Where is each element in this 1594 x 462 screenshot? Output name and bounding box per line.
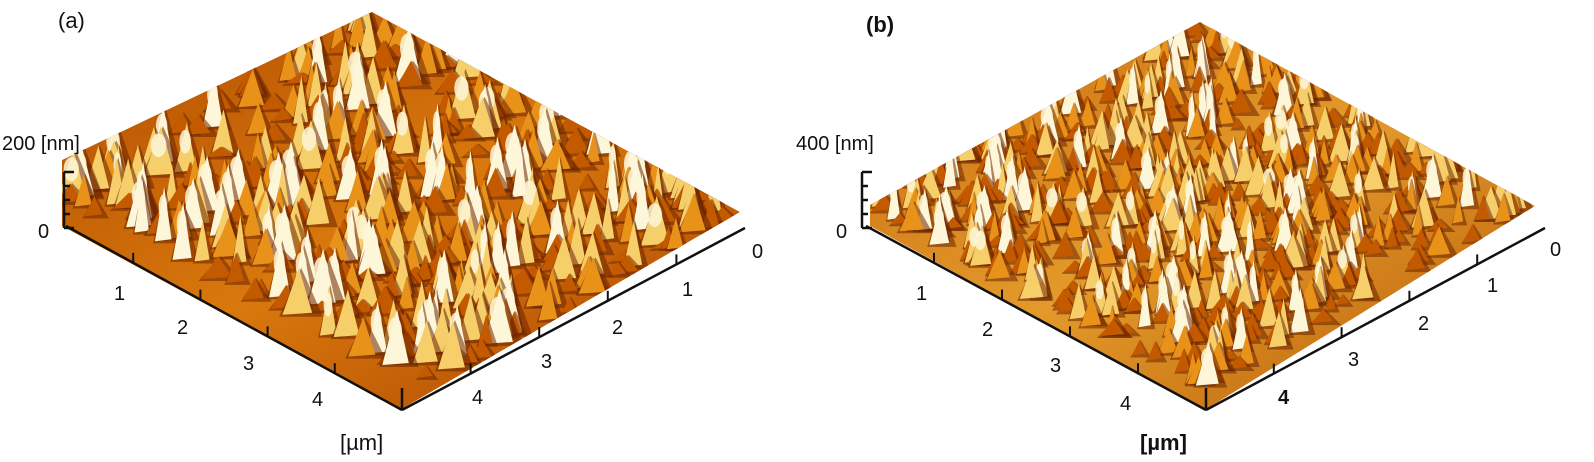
left-axis-tick-1: 1 [916, 283, 927, 305]
right-axis-tick-1: 1 [1487, 275, 1498, 297]
afm-surface-image [62, 12, 740, 410]
right-axis-tick-0: 0 [752, 241, 763, 263]
base-axes [65, 224, 746, 412]
right-axis-tick-3: 3 [1348, 349, 1359, 371]
left-axis-tick-2: 2 [177, 317, 188, 339]
axis-unit-label: [µm] [340, 430, 383, 455]
z-axis [62, 170, 74, 230]
left-axis-tick-4: 4 [1120, 393, 1131, 415]
left-axis-tick-3: 3 [1050, 355, 1061, 377]
left-axis-tick-2: 2 [982, 319, 993, 341]
left-axis-tick-1: 1 [114, 283, 125, 305]
right-axis-tick-0: 0 [1550, 239, 1561, 261]
left-axis-tick-4: 4 [312, 389, 323, 411]
base-axes [865, 224, 1546, 412]
axis-unit-label: [µm] [1140, 430, 1187, 455]
afm-surface-image [870, 22, 1535, 410]
z-axis-zero-label: 0 [38, 221, 49, 243]
right-axis-tick-4: 4 [472, 387, 483, 409]
panel-a: (a) 200 [nm] 0 1 2 3 4 0 1 2 [2, 8, 763, 455]
z-axis-max-label: 400 [nm] [796, 133, 874, 155]
panel-label: (a) [58, 8, 85, 33]
right-axis-tick-2: 2 [1418, 313, 1429, 335]
right-axis-tick-2: 2 [612, 317, 623, 339]
right-axis-tick-3: 3 [541, 351, 552, 373]
z-axis-zero-label: 0 [836, 221, 847, 243]
panel-b: (b) 400 [nm] 0 1 2 3 4 0 1 2 3 4 [ [796, 12, 1561, 455]
left-axis-tick-3: 3 [243, 353, 254, 375]
right-axis-tick-1: 1 [682, 279, 693, 301]
z-axis-max-label: 200 [nm] [2, 133, 80, 155]
right-axis-tick-4: 4 [1278, 387, 1290, 409]
panel-label: (b) [866, 12, 894, 37]
